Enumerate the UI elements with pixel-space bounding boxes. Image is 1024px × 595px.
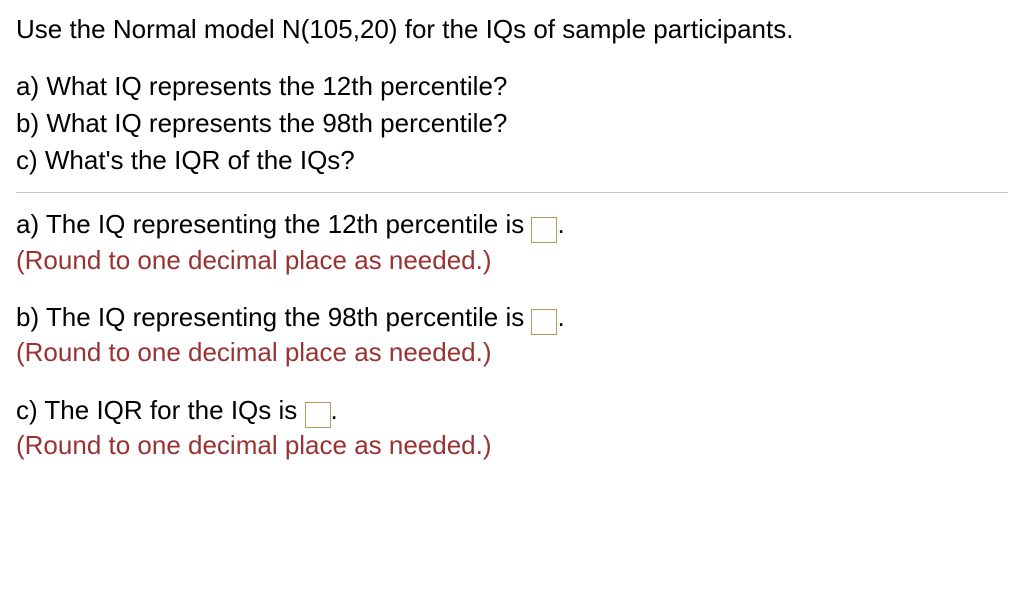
answer-c: c) The IQR for the IQs is . (Round to on…	[16, 393, 1008, 464]
answer-a: a) The IQ representing the 12th percenti…	[16, 207, 1008, 278]
question-list: a) What IQ represents the 12th percentil…	[16, 69, 1008, 178]
question-b: b) What IQ represents the 98th percentil…	[16, 106, 1008, 141]
answer-b: b) The IQ representing the 98th percenti…	[16, 300, 1008, 371]
answer-b-prefix: b) The IQ representing the 98th percenti…	[16, 302, 531, 332]
answer-c-input[interactable]	[305, 402, 331, 428]
answer-a-suffix: .	[557, 209, 564, 239]
answer-a-input[interactable]	[531, 217, 557, 243]
question-page: Use the Normal model N(105,20) for the I…	[0, 0, 1024, 463]
intro-text: Use the Normal model N(105,20) for the I…	[16, 12, 1008, 47]
answer-c-prefix: c) The IQR for the IQs is	[16, 395, 305, 425]
answer-a-hint: (Round to one decimal place as needed.)	[16, 243, 1008, 278]
question-a: a) What IQ represents the 12th percentil…	[16, 69, 1008, 104]
section-divider	[16, 192, 1008, 193]
answer-b-input[interactable]	[531, 309, 557, 335]
answer-a-prefix: a) The IQ representing the 12th percenti…	[16, 209, 531, 239]
answer-b-suffix: .	[557, 302, 564, 332]
question-c: c) What's the IQR of the IQs?	[16, 143, 1008, 178]
answer-c-hint: (Round to one decimal place as needed.)	[16, 428, 1008, 463]
answer-c-line: c) The IQR for the IQs is .	[16, 393, 1008, 429]
answer-a-line: a) The IQ representing the 12th percenti…	[16, 207, 1008, 243]
answer-c-suffix: .	[331, 395, 338, 425]
answer-b-hint: (Round to one decimal place as needed.)	[16, 335, 1008, 370]
answer-b-line: b) The IQ representing the 98th percenti…	[16, 300, 1008, 336]
